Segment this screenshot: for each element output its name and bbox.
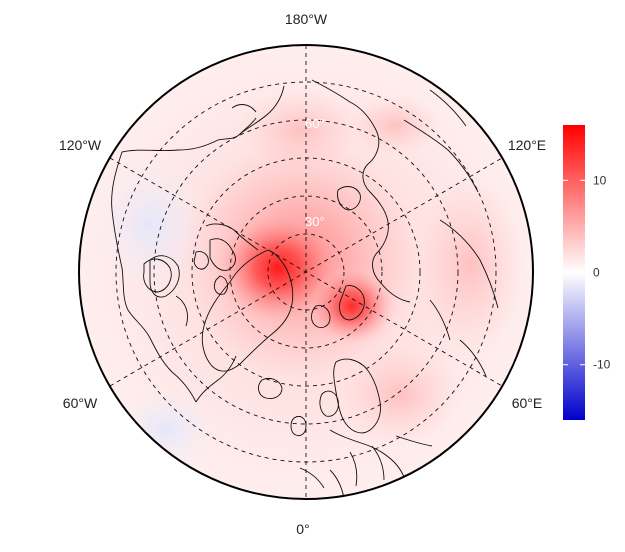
colorbar-ticks: 10 0 -10 [563,173,611,372]
colorbar-scale [563,125,585,420]
iceland [258,377,283,399]
graticule [109,45,503,499]
colorbar: 10 0 -10 [563,125,611,420]
latitude-label-60: 60° [305,116,325,131]
colorbar-tick-label: 0 [593,266,600,280]
longitude-labels: 180°W 0° 120°W 120°E 60°W 60°E [59,11,546,537]
longitude-label-120e: 120°E [508,137,546,153]
longitude-label-60w: 60°W [63,395,98,411]
longitude-label-0: 0° [296,521,309,537]
cool-region-atlantic [110,385,220,475]
north-america-coast [111,117,257,403]
hudson-bay [143,258,172,293]
warm-region-siberia [415,175,525,355]
svalbard [311,305,331,329]
alaska-coast [231,85,285,135]
latitude-circle-70 [229,195,383,349]
british-isles [290,415,307,437]
longitude-label-120w: 120°W [59,137,102,153]
coastlines [111,79,499,499]
longitude-label-60e: 60°E [512,395,543,411]
warm-region-bering [350,95,440,155]
siberia-coast [311,79,411,303]
longitude-label-180w: 180°W [285,11,328,27]
warm-region-europe [340,345,460,445]
colorbar-tick-label: -10 [593,358,611,372]
colorbar-tick-label: 10 [593,173,607,187]
asia-interior-borders [403,89,499,377]
globe-border [78,44,534,500]
latitude-label-30: 30° [305,214,325,229]
canadian-archipelago [193,223,259,295]
scandinavia-coast [319,358,381,434]
meridian-60w-120e [109,157,503,387]
novaya-zemlya [339,285,365,321]
labrador-coast [195,355,237,403]
hot-spot-barents-sea [307,266,397,346]
europe-borders [299,429,433,499]
